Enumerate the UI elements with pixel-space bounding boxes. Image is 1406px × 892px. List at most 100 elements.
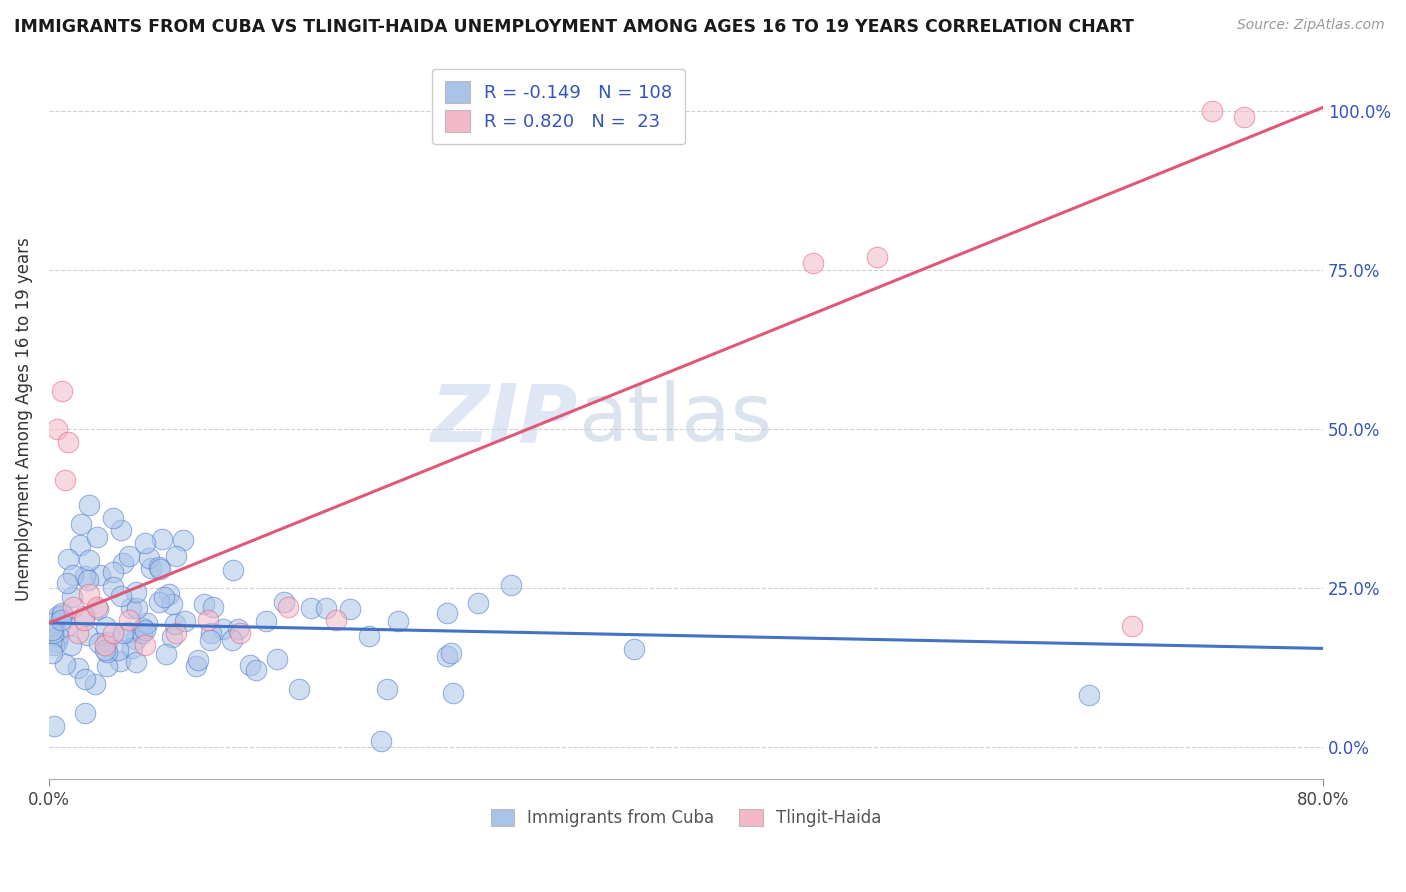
Point xyxy=(125,585,148,599)
Point xyxy=(200,626,222,640)
Point xyxy=(110,589,132,603)
Point xyxy=(76,628,98,642)
Point xyxy=(299,601,322,615)
Point xyxy=(89,568,111,582)
Point xyxy=(46,609,69,624)
Point xyxy=(87,636,110,650)
Point xyxy=(266,652,288,666)
Point xyxy=(94,620,117,634)
Point xyxy=(1121,619,1143,633)
Point xyxy=(315,601,337,615)
Point xyxy=(77,553,100,567)
Point xyxy=(117,613,139,627)
Point xyxy=(375,681,398,696)
Point xyxy=(60,590,83,604)
Point xyxy=(87,601,110,615)
Point xyxy=(165,549,187,563)
Point xyxy=(56,434,79,449)
Point xyxy=(72,609,94,624)
Point xyxy=(45,634,67,648)
Point xyxy=(467,596,489,610)
Point xyxy=(93,643,115,657)
Point xyxy=(120,601,142,615)
Point xyxy=(77,498,100,512)
Point xyxy=(77,574,100,588)
Point xyxy=(254,614,277,628)
Point xyxy=(96,645,118,659)
Point xyxy=(44,615,66,630)
Point xyxy=(132,621,155,635)
Point xyxy=(112,556,135,570)
Point xyxy=(228,622,250,636)
Point xyxy=(101,565,124,579)
Text: ZIP: ZIP xyxy=(430,380,578,458)
Point xyxy=(148,595,170,609)
Text: Source: ZipAtlas.com: Source: ZipAtlas.com xyxy=(1237,18,1385,32)
Point xyxy=(41,624,63,638)
Point xyxy=(69,538,91,552)
Point xyxy=(198,633,221,648)
Point xyxy=(56,552,79,566)
Point xyxy=(111,625,134,640)
Point xyxy=(86,600,108,615)
Point xyxy=(288,681,311,696)
Point xyxy=(59,638,82,652)
Point xyxy=(201,599,224,614)
Point xyxy=(193,597,215,611)
Point xyxy=(1078,688,1101,702)
Point xyxy=(101,580,124,594)
Point xyxy=(49,614,72,628)
Point xyxy=(110,524,132,538)
Point xyxy=(42,626,65,640)
Point xyxy=(46,629,69,643)
Point xyxy=(155,648,177,662)
Legend: Immigrants from Cuba, Tlingit-Haida: Immigrants from Cuba, Tlingit-Haida xyxy=(482,800,890,835)
Point xyxy=(117,624,139,639)
Point xyxy=(134,623,156,637)
Point xyxy=(107,642,129,657)
Point xyxy=(117,549,139,563)
Point xyxy=(101,511,124,525)
Point xyxy=(125,632,148,647)
Point xyxy=(101,625,124,640)
Point xyxy=(803,256,825,270)
Point xyxy=(387,615,409,629)
Point xyxy=(73,706,96,720)
Point xyxy=(139,561,162,575)
Point xyxy=(73,672,96,686)
Point xyxy=(51,607,73,622)
Point xyxy=(160,597,183,611)
Point xyxy=(229,625,252,640)
Point xyxy=(83,677,105,691)
Point xyxy=(499,578,522,592)
Point xyxy=(67,661,90,675)
Point xyxy=(77,587,100,601)
Point xyxy=(623,641,645,656)
Point xyxy=(212,622,235,636)
Point xyxy=(53,657,76,671)
Point xyxy=(357,630,380,644)
Point xyxy=(125,656,148,670)
Point xyxy=(86,530,108,544)
Point xyxy=(197,613,219,627)
Point xyxy=(73,613,96,627)
Point xyxy=(436,606,458,620)
Point xyxy=(436,649,458,664)
Point xyxy=(325,613,347,627)
Point xyxy=(136,616,159,631)
Point xyxy=(339,602,361,616)
Point xyxy=(134,536,156,550)
Point xyxy=(148,560,170,574)
Point xyxy=(152,532,174,546)
Point xyxy=(127,601,149,615)
Point xyxy=(187,652,209,666)
Point xyxy=(73,569,96,583)
Point xyxy=(110,654,132,668)
Point xyxy=(160,630,183,644)
Point xyxy=(1201,103,1223,118)
Point xyxy=(62,600,84,615)
Point xyxy=(221,633,243,648)
Point xyxy=(866,250,889,264)
Point xyxy=(41,646,63,660)
Point xyxy=(121,641,143,656)
